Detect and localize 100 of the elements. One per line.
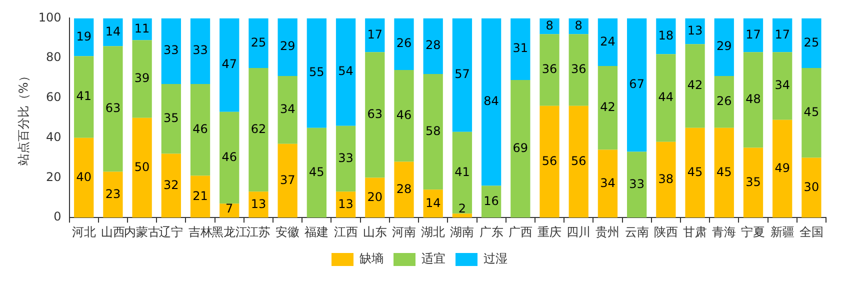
bar: [74, 18, 94, 56]
data-label: 42: [600, 100, 616, 114]
bar: [161, 154, 181, 218]
legend-label: 过湿: [484, 252, 508, 266]
data-label: 37: [280, 172, 296, 187]
bar: [802, 18, 822, 68]
x-tick-label: 安徽: [276, 224, 300, 239]
legend-label: 适宜: [422, 252, 446, 266]
data-label: 26: [716, 94, 732, 108]
bar: [481, 18, 502, 186]
bar: [336, 126, 356, 192]
bar: [627, 18, 647, 152]
data-label: 13: [338, 196, 354, 211]
data-label: 38: [658, 172, 674, 186]
bar: [190, 176, 210, 218]
y-axis-title: 站点百分比（%）: [16, 70, 30, 166]
bar: [540, 34, 560, 106]
bar: [772, 120, 792, 218]
bar: [598, 66, 618, 150]
bar: [772, 52, 792, 120]
x-tick-label: 山东: [362, 224, 387, 239]
bar: [336, 18, 356, 126]
bar: [743, 18, 764, 52]
x-tick-label: 云南: [624, 224, 649, 239]
data-label: 33: [338, 150, 354, 165]
data-label: 35: [164, 111, 179, 126]
x-tick-label: 黑龙江: [211, 224, 248, 239]
data-label: 69: [512, 140, 528, 155]
bar: [598, 150, 618, 218]
data-label: 17: [367, 27, 383, 42]
data-label: 14: [425, 196, 441, 210]
data-label: 56: [570, 154, 586, 168]
bar: [220, 112, 240, 204]
data-label: 34: [600, 176, 616, 190]
bar: [161, 18, 181, 84]
bar: [452, 18, 472, 132]
bar: [802, 68, 822, 158]
data-label: 62: [250, 122, 266, 136]
data-label: 33: [164, 43, 179, 58]
bar: [248, 192, 268, 218]
x-tick-label: 湖南: [450, 224, 474, 239]
bar: [190, 18, 210, 84]
y-tick-label: 0: [54, 210, 62, 224]
bar: [714, 128, 734, 218]
y-tick-label: 60: [46, 90, 62, 104]
data-label: 7: [226, 202, 234, 216]
data-label: 26: [396, 36, 412, 50]
bar: [423, 18, 443, 74]
data-label: 45: [309, 164, 324, 179]
bar: [394, 18, 414, 70]
data-label: 45: [804, 105, 820, 120]
data-label: 14: [105, 24, 121, 38]
x-tick-label: 山西: [100, 224, 125, 239]
data-label: 63: [367, 107, 383, 122]
data-label: 56: [542, 154, 558, 168]
bar: [74, 138, 94, 218]
data-label: 34: [774, 78, 790, 92]
x-tick-label: 重庆: [538, 224, 562, 239]
x-tick-label: 宁夏: [741, 224, 766, 239]
x-tick-label: 新疆: [770, 224, 794, 239]
data-label: 8: [546, 18, 554, 32]
x-tick-label: 江西: [334, 224, 358, 239]
bar: [278, 76, 298, 144]
data-label: 21: [192, 188, 208, 203]
bar: [685, 44, 705, 128]
data-label: 41: [76, 89, 92, 104]
bar: [510, 80, 530, 218]
bar: [306, 18, 327, 128]
bar: [802, 158, 822, 218]
data-label: 39: [134, 71, 150, 86]
bar: [74, 56, 94, 138]
x-tick-label: 青海: [712, 224, 736, 239]
data-label: 57: [454, 67, 470, 82]
bar: [714, 76, 734, 128]
bar: [103, 46, 123, 172]
data-label: 29: [280, 39, 296, 54]
bar: [568, 106, 588, 218]
bar: [365, 52, 385, 178]
data-label: 30: [804, 180, 820, 194]
bar: [656, 142, 676, 218]
data-label: 29: [716, 39, 732, 54]
x-tick-label: 吉林: [188, 224, 212, 239]
data-label: 47: [222, 57, 238, 72]
bar: [103, 172, 123, 218]
x-tick-label: 四川: [566, 224, 591, 239]
bar: [423, 74, 443, 190]
data-label: 33: [629, 176, 644, 191]
data-label: 24: [600, 34, 616, 48]
x-tick-label: 湖北: [421, 224, 446, 239]
data-label: 45: [716, 164, 732, 179]
data-label: 8: [574, 18, 582, 32]
bar: [278, 144, 298, 218]
bar: [627, 152, 647, 218]
data-label: 28: [425, 38, 441, 52]
bar: [452, 214, 472, 218]
data-label: 32: [164, 178, 179, 192]
data-label: 23: [105, 186, 121, 201]
x-tick-label: 内蒙古: [124, 224, 160, 239]
x-tick-label: 甘肃: [683, 224, 708, 239]
bar: [220, 204, 240, 218]
